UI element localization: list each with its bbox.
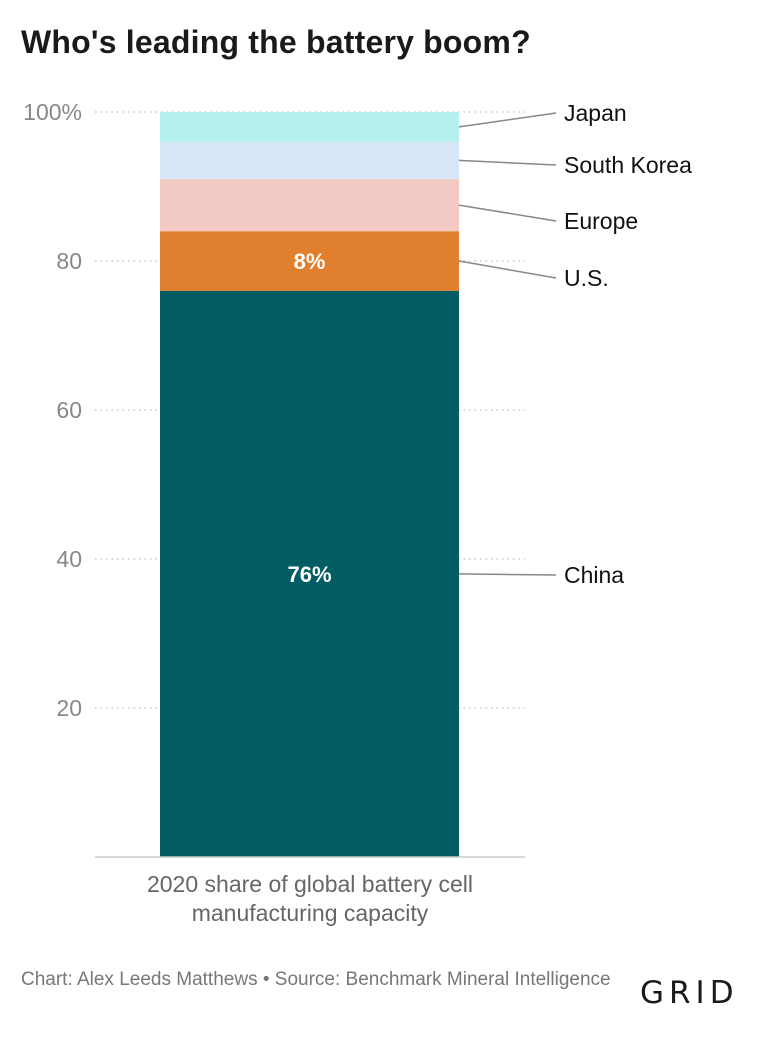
x-axis-label: 2020 share of global battery cell manufac… [147,871,473,926]
chart-credit: Chart: Alex Leeds Matthews • Source: Ben… [21,969,611,990]
grid-logo: GRID [640,975,739,1011]
callout-line-south-korea [458,159,557,166]
chart-title: Who's leading the battery boom? [21,24,531,60]
y-tick-label-60: 60 [56,397,82,423]
bar-segment-south-korea [160,141,459,180]
series-name-u-s: U.S. [564,265,609,291]
stacked-bar [160,112,459,857]
bar-segment-u-s [160,231,459,291]
y-tick-label-40: 40 [56,546,82,572]
data-labels: 76% 8% [287,249,331,587]
bar-segment-china [160,290,459,857]
y-axis-ticks: 20 40 60 80 100% [23,99,82,721]
data-label-china: 76% [287,562,331,587]
series-name-south-korea: South Korea [564,152,692,178]
series-name-china: China [564,562,624,588]
callout-line-u-s [458,260,557,279]
callout-line-europe [458,204,557,222]
series-name-europe: Europe [564,208,638,234]
y-tick-label-20: 20 [56,695,82,721]
y-tick-label-100: 100% [23,99,82,125]
series-callouts: China U.S. Europe South Korea Japan [458,100,692,588]
bar-segment-europe [160,179,459,232]
x-axis-label-line-1: 2020 share of global battery cell [147,871,473,897]
callout-line-china [458,573,557,576]
x-axis-label-line-2: manufacturing capacity [192,900,429,926]
y-tick-label-80: 80 [56,248,82,274]
data-label-u-s: 8% [294,249,326,274]
battery-share-chart: 20 40 60 80 100% 76% 8% China U.S. Europe South … [23,99,692,926]
callout-line-japan [458,112,557,128]
series-name-japan: Japan [564,100,627,126]
bar-segment-japan [160,112,459,142]
